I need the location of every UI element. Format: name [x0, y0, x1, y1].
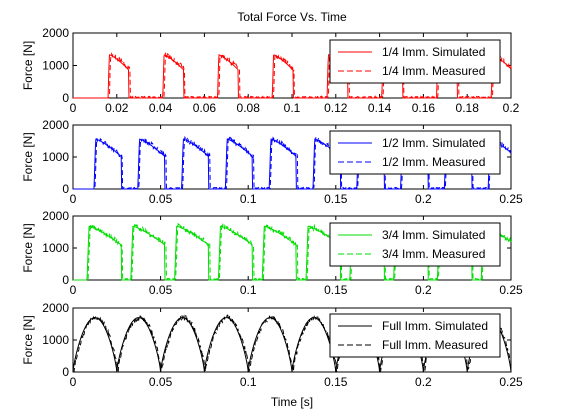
series-line-measured: [73, 222, 512, 282]
y-axis-label: Force [N]: [21, 223, 35, 272]
x-tick-label: 0.2: [415, 375, 432, 389]
y-axis-label: Force [N]: [21, 41, 35, 90]
y-tick-label: 1000: [42, 333, 69, 347]
x-tick-label: 0.25: [499, 192, 523, 206]
x-tick-label: 0.1: [284, 101, 301, 115]
x-tick-label: 0.12: [324, 101, 348, 115]
legend: 3/4 Imm. Simulated 3/4 Imm. Measured: [329, 222, 501, 267]
y-tick-label: 2000: [42, 209, 69, 223]
y-tick-label: 1000: [42, 241, 69, 255]
legend-box: [329, 313, 501, 358]
y-tick-label: 1000: [42, 59, 69, 73]
y-tick-label: 0: [62, 365, 69, 379]
y-tick-label: 2000: [42, 301, 69, 315]
x-tick-label: 0.2: [415, 283, 432, 297]
x-tick-label: 0.15: [324, 192, 348, 206]
x-tick-label: 0.04: [149, 101, 173, 115]
legend-label: Full Imm. Measured: [382, 338, 488, 352]
x-tick-label: 0.25: [499, 283, 523, 297]
x-tick-label: 0.15: [324, 375, 348, 389]
x-tick-label: 0.06: [193, 101, 217, 115]
x-tick-label: 0.08: [237, 101, 261, 115]
y-tick-label: 1000: [42, 150, 69, 164]
x-tick-label: 0: [70, 283, 77, 297]
legend-label: Full Imm. Simulated: [382, 319, 488, 333]
y-tick-label: 0: [62, 273, 69, 287]
y-tick-label: 2000: [42, 118, 69, 132]
x-axis-label: Time [s]: [271, 395, 313, 409]
legend-label: 3/4 Imm. Simulated: [382, 228, 485, 242]
legend-label: 1/4 Imm. Measured: [382, 64, 485, 78]
x-tick-label: 0.16: [412, 101, 436, 115]
y-tick-label: 2000: [42, 26, 69, 40]
subplot-4: 0 0.05 0.1 0.15 0.2 0.25 0 1000 2000 Force [N] Tim…: [21, 301, 523, 409]
x-tick-label: 0.05: [149, 192, 173, 206]
x-tick-label: 0.02: [105, 101, 129, 115]
x-tick-label: 0.25: [499, 375, 523, 389]
x-tick-label: 0.2: [503, 101, 520, 115]
x-tick-label: 0.05: [149, 375, 173, 389]
x-tick-label: 0: [70, 375, 77, 389]
subplot-1: 0 0.02 0.04 0.06 0.08 0.1 0.12 0.14 0.16 0.18 0.2 0…: [21, 26, 520, 115]
y-axis-label: Force [N]: [21, 315, 35, 364]
legend-box: [329, 130, 501, 175]
x-tick-label: 0.1: [240, 283, 257, 297]
legend: 1/2 Imm. Simulated 1/2 Imm. Measured: [329, 130, 501, 175]
x-tick-label: 0.14: [368, 101, 392, 115]
subplot-2: 0 0.05 0.1 0.15 0.2 0.25 0 1000 2000 Force [N] 1/2…: [21, 118, 523, 206]
y-tick-label: 0: [62, 182, 69, 196]
legend-label: 1/2 Imm. Measured: [382, 155, 485, 169]
legend: 1/4 Imm. Simulated 1/4 Imm. Measured: [329, 39, 501, 84]
legend-box: [329, 222, 501, 267]
x-tick-label: 0.1: [240, 375, 257, 389]
legend-label: 1/4 Imm. Simulated: [382, 45, 485, 59]
y-axis-label: Force [N]: [21, 132, 35, 181]
series-line-measured: [73, 52, 512, 99]
series-line-measured: [73, 135, 512, 191]
subplot-3: 0 0.05 0.1 0.15 0.2 0.25 0 1000 2000 Force [N] 3/4…: [21, 209, 523, 297]
x-tick-label: 0.15: [324, 283, 348, 297]
legend-box: [329, 39, 501, 84]
x-tick-label: 0: [70, 192, 77, 206]
figure-title: Total Force Vs. Time: [237, 10, 347, 24]
x-tick-label: 0.1: [240, 192, 257, 206]
legend-label: 1/2 Imm. Simulated: [382, 136, 485, 150]
y-tick-label: 0: [62, 91, 69, 105]
legend-label: 3/4 Imm. Measured: [382, 247, 485, 261]
x-tick-label: 0: [70, 101, 77, 115]
legend: Full Imm. Simulated Full Imm. Measured: [329, 313, 501, 358]
x-tick-label: 0.2: [415, 192, 432, 206]
x-tick-label: 0.05: [149, 283, 173, 297]
x-tick-label: 0.18: [456, 101, 480, 115]
